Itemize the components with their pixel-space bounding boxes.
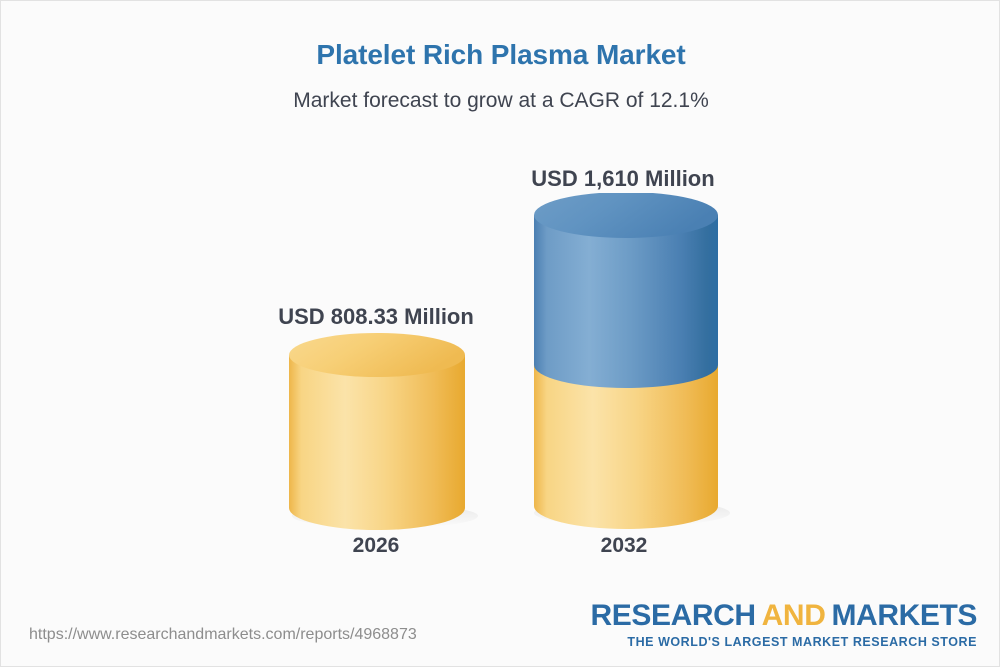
category-label-2026: 2026 <box>352 534 400 557</box>
report-url[interactable]: https://www.researchandmarkets.com/repor… <box>29 626 417 643</box>
brand-tagline: THE WORLD'S LARGEST MARKET RESEARCH STOR… <box>627 634 977 649</box>
brand-word-markets: MARKETS <box>831 598 977 632</box>
category-label-2032: 2032 <box>600 534 648 557</box>
brand-word-and: AND <box>761 598 826 632</box>
brand-word-research: RESEARCH <box>590 598 757 632</box>
plot-area: USD 1,610 Million USD 808.33 Million <box>1 1 1000 601</box>
page-title: Platelet Rich Plasma Market <box>316 39 686 70</box>
bar-cylinder-2032 <box>534 193 730 529</box>
value-label-2032: USD 1,610 Million <box>531 166 715 191</box>
value-label-2026: USD 808.33 Million <box>278 304 474 329</box>
brand-logo: RESEARCH AND MARKETS THE WORLD'S LARGEST M… <box>590 598 978 649</box>
brand-wordmark: RESEARCH AND MARKETS <box>590 598 978 632</box>
bar-cylinder-2026 <box>289 333 478 530</box>
chart-subtitle: Market forecast to grow at a CAGR of 12.… <box>293 89 709 112</box>
